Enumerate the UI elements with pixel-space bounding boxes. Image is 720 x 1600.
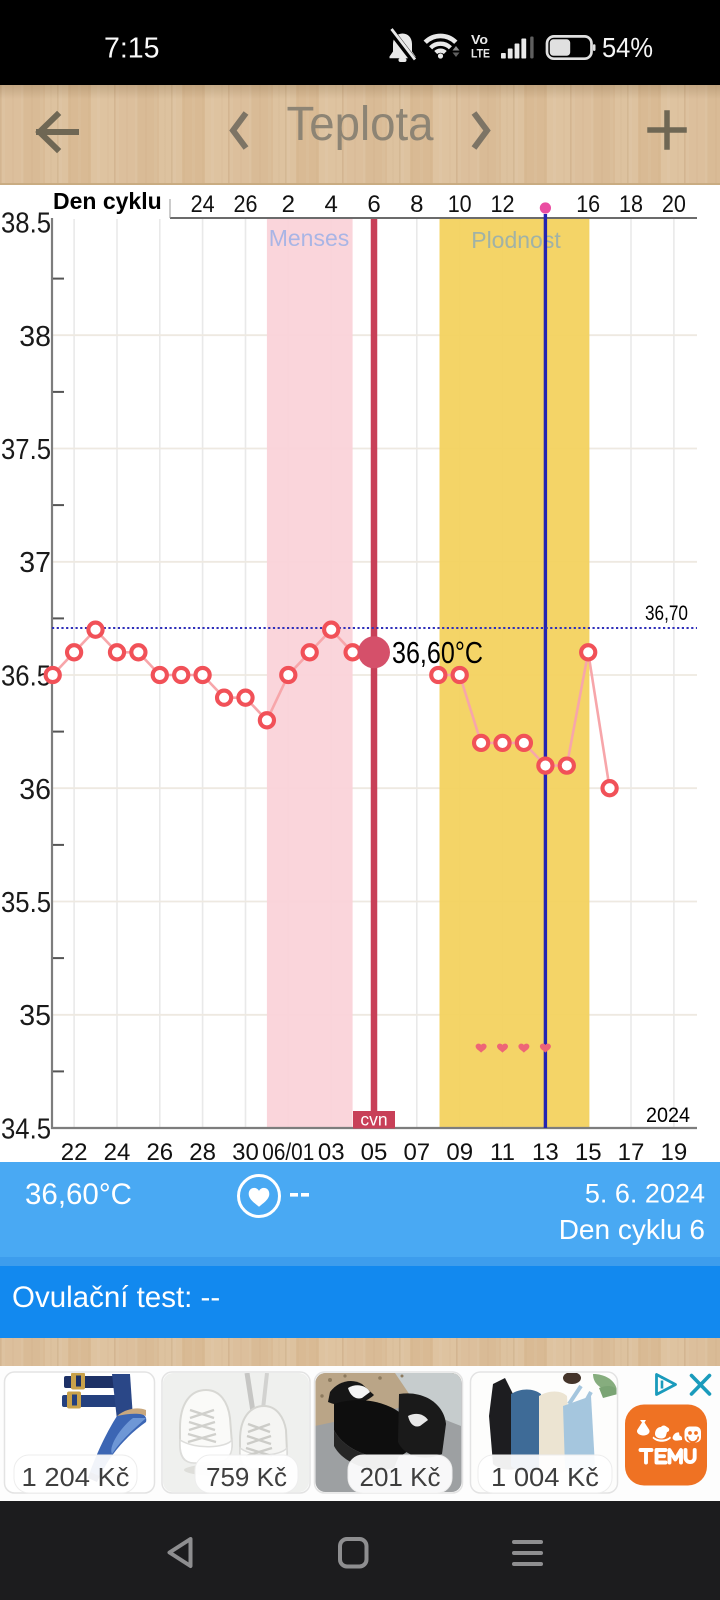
svg-text:10: 10 [448, 191, 472, 218]
svg-text:Ovulační test: --: Ovulační test: -- [12, 1281, 220, 1314]
svg-text:Den cyklu 6: Den cyklu 6 [559, 1214, 705, 1245]
svg-text:5. 6. 2024: 5. 6. 2024 [585, 1179, 705, 1209]
svg-text:7:15: 7:15 [104, 33, 159, 65]
svg-text:Menses: Menses [269, 225, 350, 251]
svg-text:1 204 Kč: 1 204 Kč [22, 1462, 130, 1492]
svg-text:4: 4 [325, 191, 338, 218]
svg-text:Teplota: Teplota [287, 98, 434, 151]
svg-text:2024: 2024 [646, 1104, 690, 1127]
svg-text:19: 19 [661, 1139, 688, 1162]
svg-text:15: 15 [575, 1139, 602, 1162]
svg-text:06/01: 06/01 [262, 1139, 314, 1162]
svg-text:03: 03 [318, 1139, 345, 1162]
svg-text:35: 35 [19, 1000, 51, 1032]
svg-text:8: 8 [410, 191, 423, 218]
svg-text:07: 07 [403, 1139, 430, 1162]
svg-text:26: 26 [146, 1139, 173, 1162]
svg-text:6: 6 [367, 191, 380, 218]
svg-text:36.5: 36.5 [1, 661, 51, 693]
svg-text:LTE: LTE [471, 49, 490, 61]
svg-text:759 Kč: 759 Kč [206, 1462, 287, 1492]
svg-text:24: 24 [104, 1139, 131, 1162]
svg-text:11: 11 [490, 1139, 515, 1162]
svg-text:12: 12 [491, 191, 515, 218]
svg-text:201 Kč: 201 Kč [360, 1462, 441, 1492]
svg-text:2: 2 [282, 191, 295, 218]
svg-text:54%: 54% [602, 32, 653, 63]
svg-text:17: 17 [618, 1139, 645, 1162]
svg-text:1 004 Kč: 1 004 Kč [491, 1462, 599, 1492]
svg-text:36,60°C: 36,60°C [392, 635, 483, 670]
svg-text:16: 16 [576, 191, 600, 218]
svg-text:36,60°C: 36,60°C [25, 1178, 132, 1211]
svg-text:22: 22 [61, 1139, 88, 1162]
svg-text:24: 24 [191, 191, 215, 218]
svg-text:18: 18 [619, 191, 643, 218]
svg-text:30: 30 [232, 1139, 259, 1162]
svg-text:35.5: 35.5 [1, 887, 51, 919]
svg-text:05: 05 [361, 1139, 388, 1162]
svg-text:38: 38 [19, 321, 51, 353]
svg-text:Plodnost: Plodnost [471, 227, 561, 253]
svg-text:28: 28 [189, 1139, 216, 1162]
svg-text:36: 36 [19, 774, 51, 806]
svg-text:cvn: cvn [360, 1110, 387, 1130]
svg-text:09: 09 [446, 1139, 473, 1162]
svg-text:Vo: Vo [471, 33, 488, 47]
svg-text:Den cyklu: Den cyklu [53, 188, 162, 214]
svg-text:34.5: 34.5 [1, 1114, 51, 1146]
svg-text:26: 26 [234, 191, 258, 218]
svg-text:36,70: 36,70 [645, 601, 688, 625]
svg-text:37.5: 37.5 [1, 434, 51, 466]
svg-text:20: 20 [662, 191, 686, 218]
svg-text:37: 37 [19, 547, 51, 579]
svg-text:13: 13 [532, 1139, 559, 1162]
svg-text:38.5: 38.5 [1, 208, 51, 240]
